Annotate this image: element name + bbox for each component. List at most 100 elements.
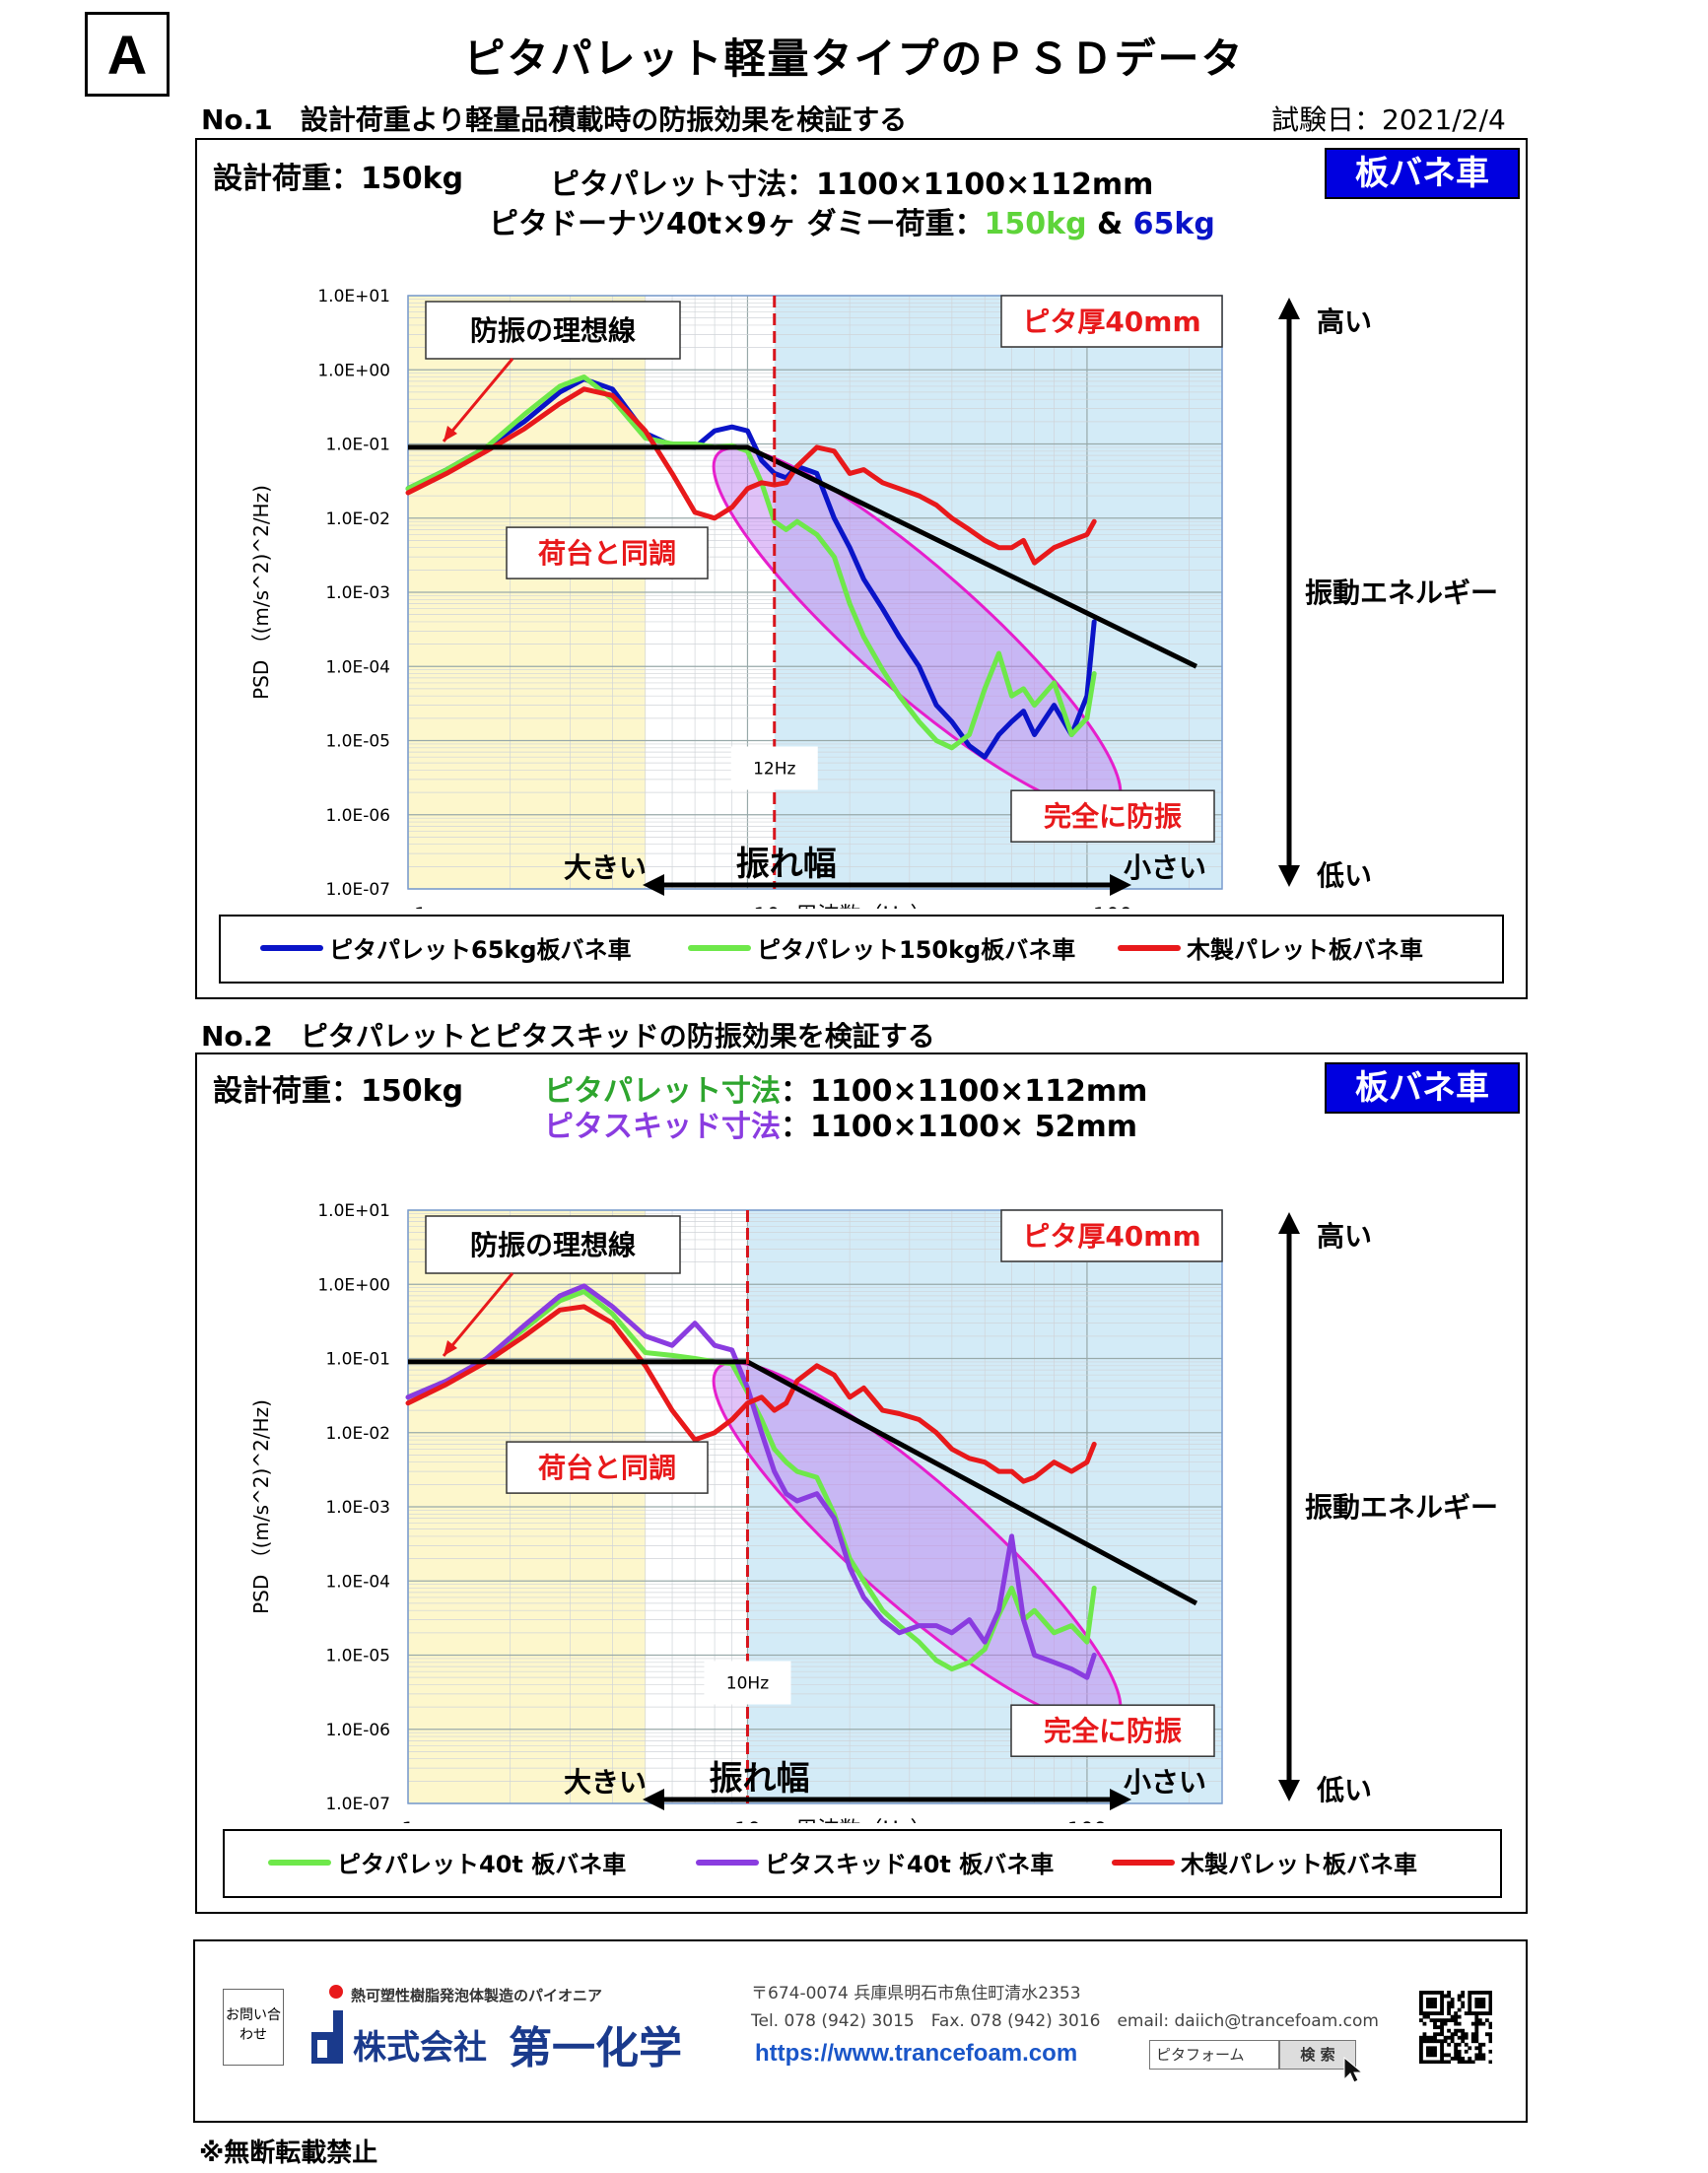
qr-module — [1433, 2025, 1437, 2030]
qr-module — [1436, 2018, 1441, 2023]
energy-low-label: 低い — [1316, 1774, 1372, 1806]
x-tick-label: 10 — [734, 1818, 761, 1823]
qr-module — [1419, 1994, 1423, 1999]
qr-module — [1450, 2001, 1455, 2005]
qr-module — [1426, 2004, 1430, 2008]
legend-text: 木製パレット板バネ車 — [1187, 936, 1423, 964]
qr-module — [1419, 1998, 1423, 2002]
marker-label: 10Hz — [726, 1674, 769, 1694]
ideal-arrow-head — [444, 425, 457, 441]
website-link[interactable]: https://www.trancefoam.com — [755, 2040, 1078, 2067]
chart-panel-2: 板バネ車 設計荷重：150kg ピタパレット寸法：1100×1100×112mm… — [195, 1053, 1528, 1914]
qr-module — [1474, 2018, 1479, 2023]
qr-module — [1422, 1991, 1427, 1995]
qr-module — [1440, 2007, 1444, 2012]
qr-module — [1477, 2042, 1482, 2047]
qr-module — [1474, 2001, 1479, 2005]
qr-module — [1440, 2049, 1444, 2054]
qr-module — [1440, 2060, 1444, 2064]
qr-module — [1440, 2039, 1444, 2044]
qr-module — [1488, 2004, 1492, 2008]
qr-module — [1447, 1994, 1452, 1999]
qr-module — [1474, 2056, 1479, 2061]
qr-module — [1433, 2032, 1437, 2037]
page-title: ピタパレット軽量タイプのＰＳＤデータ — [463, 34, 1245, 83]
thickness-label-box — [1000, 1209, 1223, 1262]
qr-module — [1440, 2021, 1444, 2026]
qr-module — [1426, 2039, 1430, 2044]
qr-module — [1464, 2060, 1469, 2064]
qr-module — [1454, 2014, 1459, 2019]
qr-module — [1436, 2060, 1441, 2064]
donut-amp: & — [1086, 207, 1133, 241]
qr-module — [1484, 2032, 1489, 2037]
qr-module — [1474, 2035, 1479, 2040]
qr-code-icon[interactable] — [1419, 1991, 1492, 2064]
series-line — [405, 1304, 1097, 1484]
qr-module — [1450, 2014, 1455, 2019]
qr-module — [1468, 2004, 1472, 2008]
energy-label: 振動エネルギー — [1305, 577, 1498, 609]
qr-module — [1470, 2021, 1475, 2026]
qr-module — [1481, 2004, 1486, 2008]
x-tick-label: 100 — [1067, 1818, 1107, 1823]
x-tick-label: 10 — [753, 904, 780, 909]
qr-module — [1419, 2042, 1423, 2047]
qr-module — [1484, 2018, 1489, 2023]
energy-arrow-top — [1278, 1212, 1300, 1234]
amplitude-small-label: 小さい — [1124, 851, 1206, 884]
donut-load-150: 150kg — [984, 207, 1087, 241]
legend-swatch-green — [268, 1859, 331, 1866]
qr-module — [1443, 1994, 1448, 1999]
qr-module — [1454, 2011, 1459, 2015]
qr-module — [1440, 1991, 1444, 1995]
qr-module — [1433, 2021, 1437, 2026]
qr-module — [1468, 2011, 1472, 2015]
qr-module — [1474, 2053, 1479, 2058]
x-axis-label: 周波数（Hz） — [795, 904, 931, 909]
search-button[interactable]: 検 索 — [1279, 2040, 1356, 2070]
qr-module — [1474, 2032, 1479, 2037]
qr-module — [1454, 2046, 1459, 2051]
qr-module — [1474, 2021, 1479, 2026]
amplitude-arrow-left — [643, 874, 664, 896]
qr-module — [1488, 2035, 1492, 2040]
qr-module — [1429, 2004, 1434, 2008]
design-load-2: 設計荷重：150kg — [213, 1074, 464, 1109]
search-input[interactable]: ピタフォーム — [1149, 2040, 1279, 2070]
legend-item-2c: 木製パレット板バネ車 — [1112, 1845, 1417, 1879]
sync-label-box — [506, 1441, 709, 1494]
qr-module — [1419, 2049, 1423, 2054]
legend-item-1a: ピタパレット65kg板バネ車 — [260, 930, 632, 965]
qr-module — [1488, 2007, 1492, 2012]
plot-frame — [407, 295, 1223, 890]
sync-label-box — [506, 526, 709, 579]
qr-module — [1484, 1991, 1489, 1995]
legend-text: ピタパレット40t 板バネ車 — [337, 1851, 627, 1878]
legend-swatch-red — [1112, 1859, 1175, 1866]
qr-module — [1477, 1998, 1482, 2002]
logo-dot — [329, 1985, 343, 1999]
qr-module — [1457, 2053, 1462, 2058]
qr-module — [1447, 2028, 1452, 2033]
ideal-line-label: 防振の理想線 — [470, 314, 636, 347]
energy-arrow-bottom — [1278, 865, 1300, 887]
skid-dims-value: ：1100×1100× 52mm — [781, 1110, 1137, 1144]
qr-module — [1481, 1991, 1486, 1995]
qr-module — [1477, 2049, 1482, 2054]
psd-chart-1: 1.0E+01 1.0E+00 1.0E-01 1.0E-02 1.0E-03 1.0E-… — [249, 287, 1524, 909]
protect-label: 完全に防振 — [1044, 800, 1182, 833]
qr-module — [1477, 2056, 1482, 2061]
qr-module — [1468, 1994, 1472, 1999]
qr-module — [1481, 2042, 1486, 2047]
x-tick-label: 100 — [1093, 904, 1132, 909]
y-tick-label: 1.0E-04 — [325, 1572, 390, 1592]
y-tick-label: 1.0E-06 — [325, 1721, 390, 1740]
page-label: A — [85, 12, 170, 97]
qr-module — [1426, 2035, 1430, 2040]
x-axis-label: 周波数（Hz） — [795, 1818, 931, 1823]
qr-module — [1429, 2039, 1434, 2044]
qr-module — [1433, 2004, 1437, 2008]
qr-module — [1474, 2039, 1479, 2044]
legend-item-1b: ピタパレット150kg板バネ車 — [688, 930, 1075, 965]
